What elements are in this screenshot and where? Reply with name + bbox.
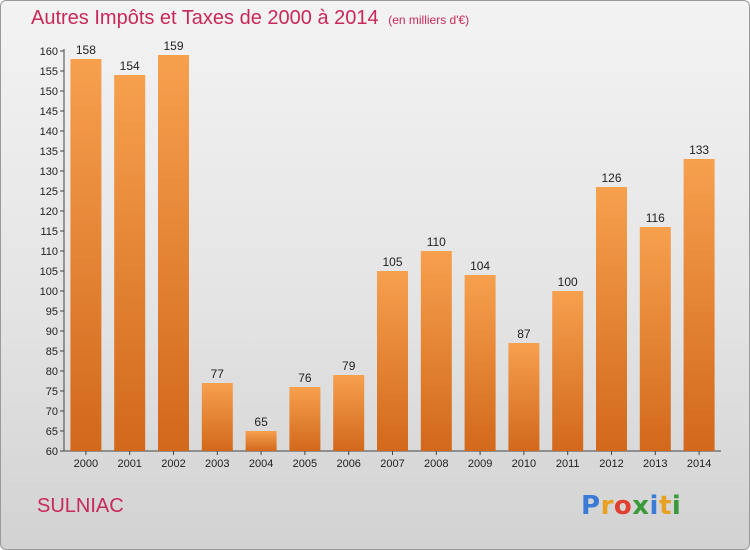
y-tick-label: 135 [40, 146, 58, 158]
bar [508, 343, 540, 451]
y-tick-label: 145 [40, 106, 58, 118]
bar [683, 159, 715, 451]
bar [639, 227, 671, 451]
x-tick-label: 2006 [336, 458, 360, 470]
x-tick-label: 2011 [556, 458, 580, 470]
y-tick-label: 140 [40, 126, 58, 138]
logo-letter: i [671, 491, 682, 521]
x-tick-label: 2000 [74, 458, 98, 470]
bar-value-label: 76 [298, 371, 312, 385]
bar-value-label: 154 [120, 59, 140, 73]
bar-value-label: 104 [470, 259, 490, 273]
y-tick-label: 75 [46, 386, 58, 398]
logo-letter: i [649, 491, 659, 521]
y-tick-label: 155 [40, 66, 58, 78]
y-tick-label: 120 [40, 206, 58, 218]
bar [420, 251, 452, 451]
bar-value-label: 116 [646, 211, 665, 225]
bar-value-label: 159 [163, 39, 183, 53]
y-tick-label: 110 [40, 246, 58, 258]
x-tick-label: 2003 [205, 458, 229, 470]
y-tick-label: 60 [46, 446, 58, 458]
x-tick-label: 2004 [249, 458, 273, 470]
bar-value-label: 100 [558, 275, 578, 289]
bar [464, 275, 496, 451]
bar-value-label: 133 [689, 143, 709, 157]
bar [596, 187, 627, 451]
bar-value-label: 87 [517, 327, 531, 341]
bar-value-label: 65 [254, 415, 268, 429]
y-tick-label: 130 [40, 166, 58, 178]
commune-name: SULNIAC [37, 495, 124, 517]
bar [333, 375, 365, 451]
bar [114, 75, 146, 451]
chart-subtitle: (en milliers d'€) [388, 13, 470, 27]
x-tick-label: 2002 [161, 458, 185, 470]
y-tick-label: 105 [40, 266, 58, 278]
logo-letter: o [613, 491, 633, 521]
y-tick-label: 100 [40, 286, 58, 298]
y-tick-label: 80 [46, 366, 58, 378]
bar [245, 431, 277, 451]
bar [552, 291, 584, 451]
y-tick-label: 125 [40, 186, 58, 198]
logo-letter: P [581, 491, 601, 521]
y-tick-label: 95 [46, 306, 58, 318]
x-tick-label: 2010 [512, 458, 536, 470]
bar-value-label: 110 [427, 235, 446, 249]
bar [158, 55, 189, 451]
bar [289, 387, 321, 451]
y-tick-label: 85 [46, 346, 58, 358]
bar-value-label: 79 [342, 359, 356, 373]
logo-letter: x [632, 491, 650, 521]
bar [70, 59, 102, 451]
y-tick-label: 70 [46, 406, 58, 418]
bar-value-label: 77 [211, 367, 225, 381]
y-tick-label: 115 [40, 226, 58, 238]
chart-title: Autres Impôts et Taxes de 2000 à 2014 (e… [31, 7, 469, 30]
y-tick-label: 160 [40, 46, 58, 58]
x-tick-label: 2007 [380, 458, 404, 470]
x-tick-label: 2013 [643, 458, 667, 470]
x-tick-label: 2008 [424, 458, 448, 470]
x-tick-label: 2005 [293, 458, 317, 470]
bar-value-label: 158 [76, 43, 96, 57]
bar-value-label: 105 [382, 255, 402, 269]
bar-value-label: 126 [601, 171, 621, 185]
bar [201, 383, 233, 451]
y-tick-label: 90 [46, 326, 58, 338]
x-tick-label: 2001 [117, 458, 141, 470]
y-tick-label: 150 [40, 86, 58, 98]
x-tick-label: 2009 [468, 458, 492, 470]
chart-title-text: Autres Impôts et Taxes de 2000 à 2014 [31, 7, 379, 29]
x-tick-label: 2014 [687, 458, 711, 470]
logo-letter: r [600, 491, 614, 521]
x-tick-label: 2012 [599, 458, 623, 470]
proxiti-logo: Proxiti [581, 491, 681, 521]
bar [377, 271, 408, 451]
y-tick-label: 65 [46, 426, 58, 438]
logo-letter: t [658, 491, 672, 521]
